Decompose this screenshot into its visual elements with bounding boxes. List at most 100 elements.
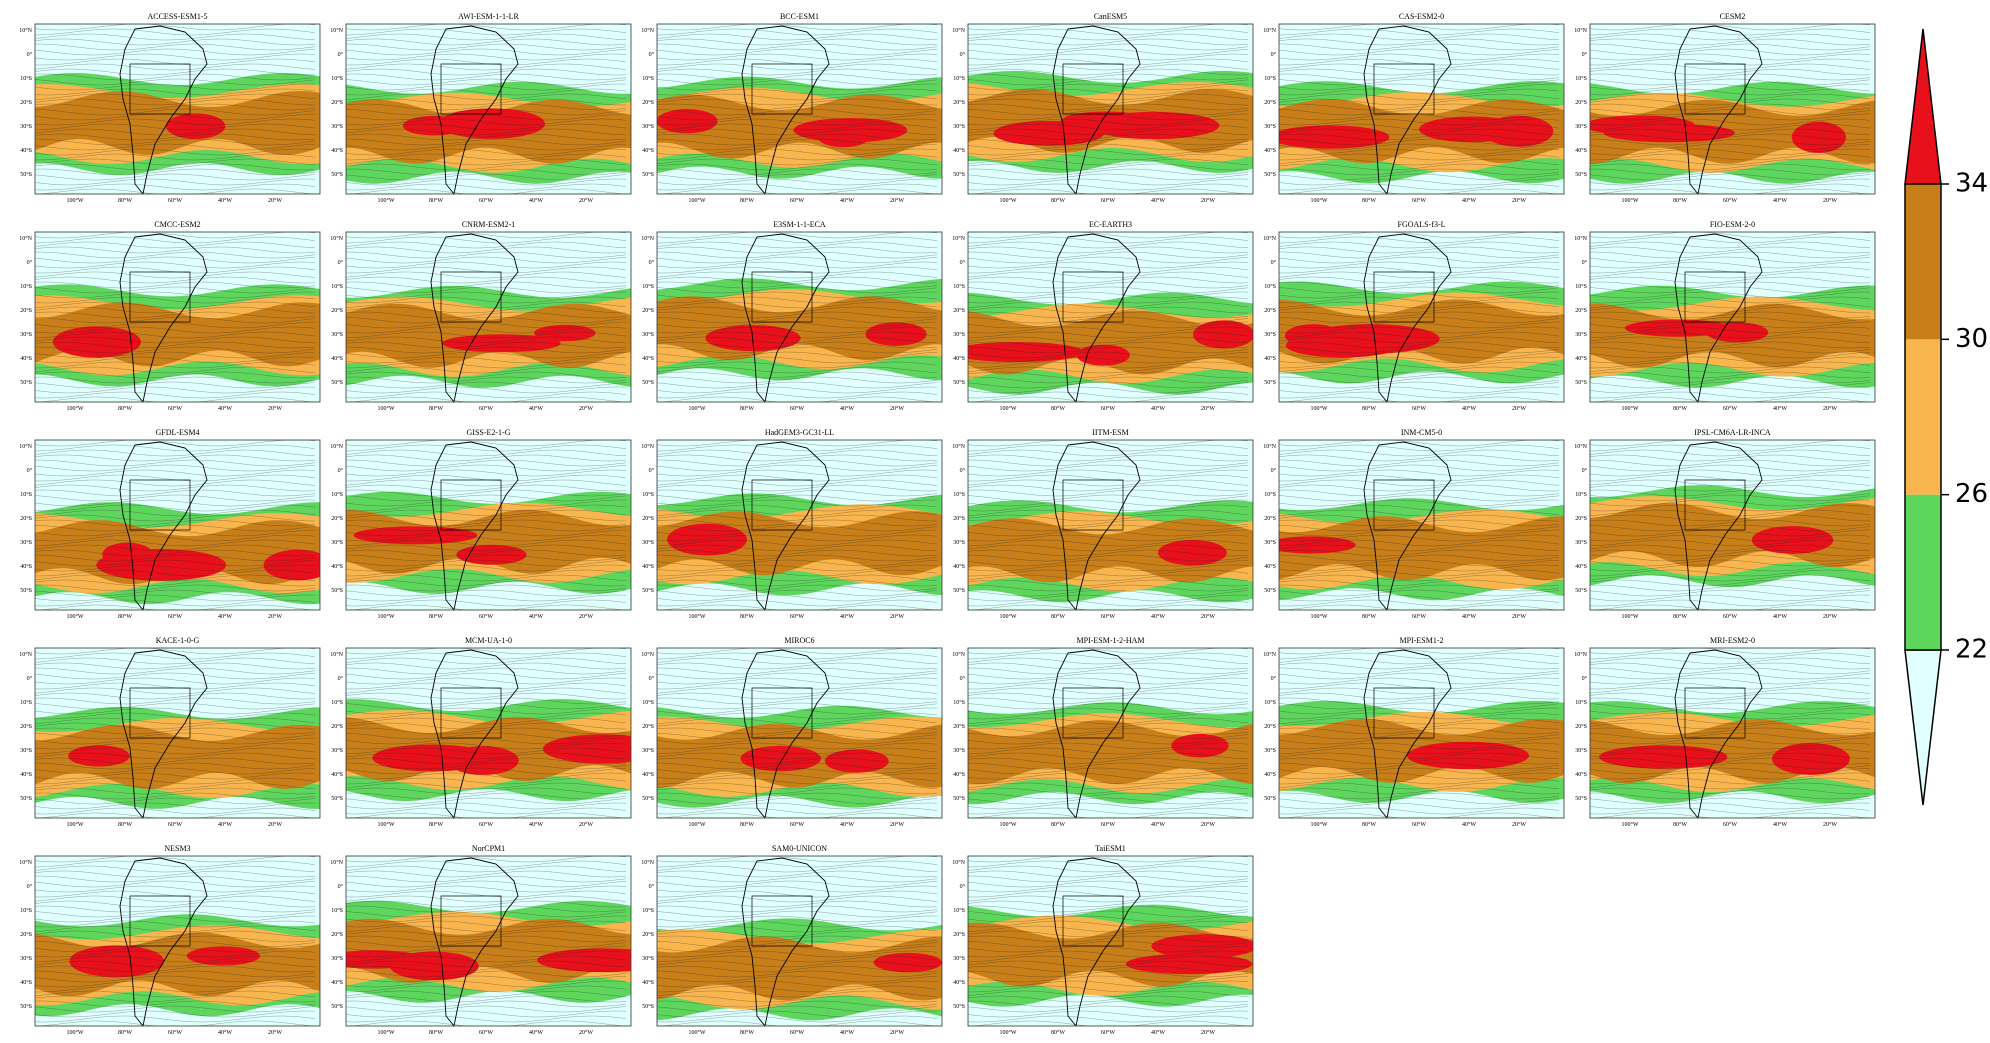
lon-label: 40°W (1151, 405, 1165, 412)
lon-label: 100°W (688, 821, 705, 828)
lon-label: 60°W (479, 613, 493, 620)
lat-label: 40°S (20, 563, 32, 570)
panel-title: IPSL-CM6A-LR-INCA (1694, 428, 1771, 437)
lat-label: 40°S (1264, 771, 1276, 778)
lon-label: 20°W (1201, 405, 1215, 412)
lat-label: 10°S (1264, 491, 1276, 498)
lat-label: 10°S (953, 75, 965, 82)
lat-label: 10°S (1264, 75, 1276, 82)
lon-label: 80°W (118, 1029, 132, 1036)
lon-label: 40°W (529, 821, 543, 828)
lon-label: 80°W (740, 405, 754, 412)
lon-label: 40°W (840, 405, 854, 412)
lat-label: 0° (960, 259, 966, 266)
lon-label: 100°W (1310, 613, 1327, 620)
lat-label: 10°S (642, 491, 654, 498)
lon-label: 40°W (840, 821, 854, 828)
lon-label: 80°W (1673, 613, 1687, 620)
lat-label: 0° (338, 675, 344, 682)
blob-red (69, 945, 164, 977)
map-panel: TaiESM110°N0°10°S20°S30°S40°S50°S100°W80… (952, 844, 1257, 1036)
map-body (657, 440, 942, 611)
lat-label: 20°S (1575, 99, 1587, 106)
lon-label: 60°W (1101, 821, 1115, 828)
map-body (657, 856, 942, 1027)
map-panel: KACE-1-0-G10°N0°10°S20°S30°S40°S50°S100°… (19, 636, 320, 828)
lon-label: 100°W (377, 197, 394, 204)
lat-label: 30°S (331, 747, 343, 754)
map-body (1590, 648, 1875, 819)
lat-label: 10°N (1263, 235, 1276, 242)
lat-label: 40°S (331, 771, 343, 778)
lon-label: 80°W (1673, 821, 1687, 828)
lat-label: 30°S (642, 747, 654, 754)
lat-label: 30°S (1264, 331, 1276, 338)
lon-label: 40°W (840, 613, 854, 620)
lon-label: 20°W (1512, 613, 1526, 620)
cbar-ext-high (1905, 29, 1941, 184)
lat-label: 50°S (1264, 587, 1276, 594)
map-panel: EC-EARTH310°N0°10°S20°S30°S40°S50°S100°W… (950, 220, 1255, 412)
lon-label: 80°W (118, 197, 132, 204)
map-panel: INM-CM5-010°N0°10°S20°S30°S40°S50°S100°W… (1263, 428, 1564, 620)
lat-label: 50°S (642, 795, 654, 802)
lat-label: 40°S (642, 563, 654, 570)
lat-label: 10°S (953, 491, 965, 498)
map-panel: CanESM510°N0°10°S20°S30°S40°S50°S100°W80… (952, 12, 1253, 204)
lon-label: 60°W (168, 821, 182, 828)
lon-label: 20°W (579, 197, 593, 204)
lon-label: 40°W (529, 1029, 543, 1036)
lon-label: 40°W (529, 197, 543, 204)
lon-label: 100°W (377, 1029, 394, 1036)
map-panel: IPSL-CM6A-LR-INCA10°N0°10°S20°S30°S40°S5… (1574, 428, 1875, 620)
map-body (35, 856, 320, 1027)
lat-label: 0° (649, 259, 655, 266)
lon-label: 20°W (1823, 821, 1837, 828)
lat-label: 10°N (19, 27, 32, 34)
lon-label: 100°W (66, 1029, 83, 1036)
lat-label: 10°N (1574, 651, 1587, 658)
lat-label: 20°S (1264, 723, 1276, 730)
lat-label: 10°N (952, 27, 965, 34)
lon-label: 40°W (840, 1029, 854, 1036)
lat-label: 20°S (953, 99, 965, 106)
lon-label: 80°W (1362, 613, 1376, 620)
map-panel: BCC-ESM110°N0°10°S20°S30°S40°S50°S100°W8… (641, 12, 942, 204)
lat-label: 40°S (953, 771, 965, 778)
lat-label: 50°S (642, 171, 654, 178)
blob-red (1193, 320, 1254, 348)
lat-label: 10°N (1263, 443, 1276, 450)
map-panel: HadGEM3-GC31-LL10°N0°10°S20°S30°S40°S50°… (641, 428, 942, 620)
map-body (968, 856, 1257, 1027)
panel-title: KACE-1-0-G (156, 636, 200, 645)
lat-label: 0° (649, 467, 655, 474)
lat-label: 10°S (1264, 283, 1276, 290)
lat-label: 40°S (642, 355, 654, 362)
panel-title: FIO-ESM-2-0 (1710, 220, 1755, 229)
lon-label: 20°W (890, 405, 904, 412)
lat-label: 10°N (330, 235, 343, 242)
lat-label: 20°S (953, 723, 965, 730)
lon-label: 100°W (377, 821, 394, 828)
lat-label: 40°S (642, 979, 654, 986)
lon-label: 40°W (218, 1029, 232, 1036)
lon-label: 100°W (688, 197, 705, 204)
lat-label: 0° (27, 467, 33, 474)
lon-label: 100°W (999, 405, 1016, 412)
lon-label: 60°W (479, 405, 493, 412)
lat-label: 30°S (1264, 123, 1276, 130)
lon-label: 100°W (688, 1029, 705, 1036)
lat-label: 10°S (331, 907, 343, 914)
blob-red (667, 524, 747, 556)
lon-label: 100°W (66, 197, 83, 204)
lon-label: 20°W (890, 821, 904, 828)
lon-label: 40°W (218, 613, 232, 620)
lon-label: 60°W (1101, 613, 1115, 620)
page: ACCESS-ESM1-510°N0°10°S20°S30°S40°S50°S1… (0, 0, 1990, 1043)
lat-label: 30°S (953, 331, 965, 338)
lat-label: 50°S (1575, 379, 1587, 386)
lat-label: 30°S (642, 539, 654, 546)
lat-label: 40°S (20, 147, 32, 154)
panel-title: MRI-ESM2-0 (1710, 636, 1755, 645)
lat-label: 10°N (330, 443, 343, 450)
